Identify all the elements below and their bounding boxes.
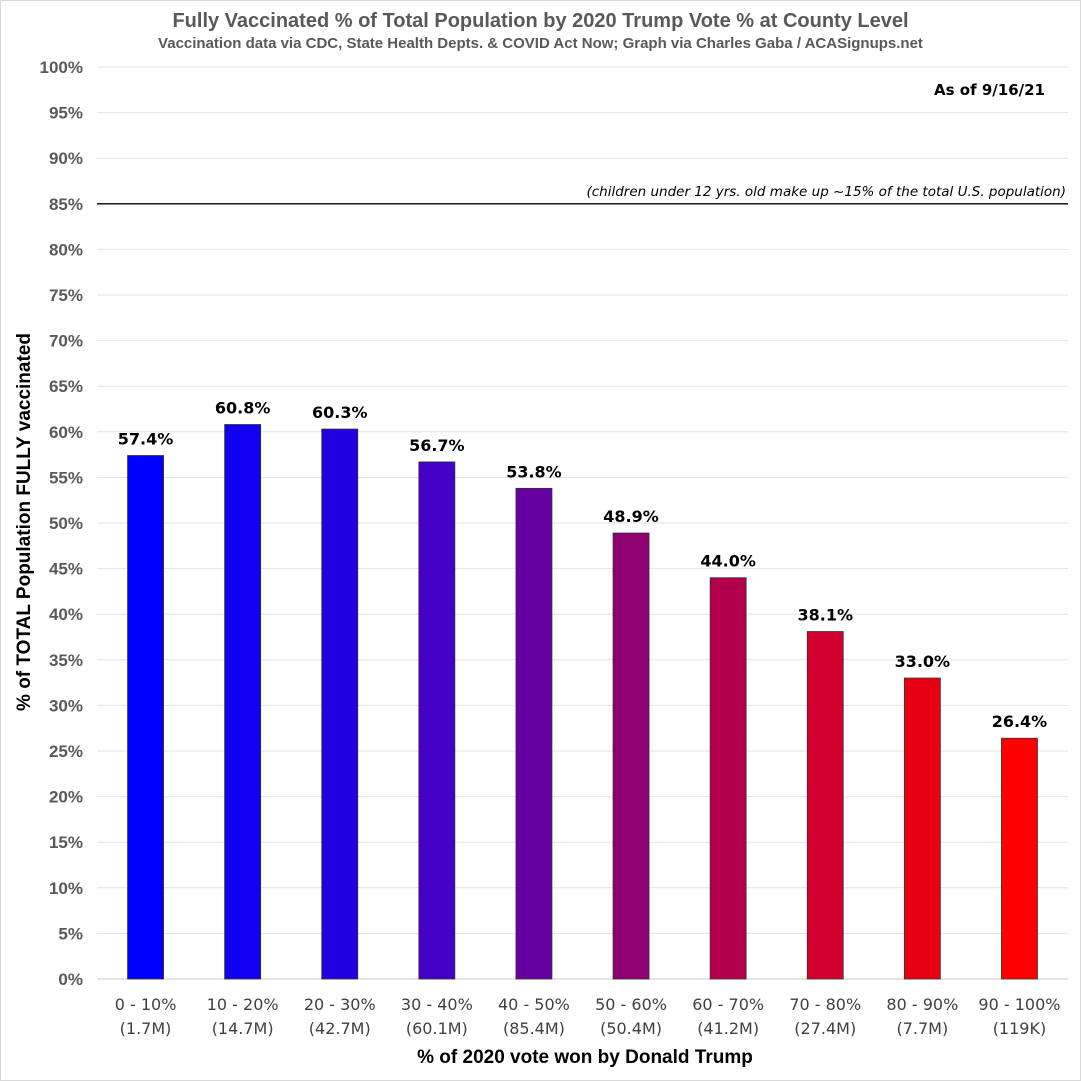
x-tick-population: (7.7M) <box>896 1019 948 1038</box>
y-tick-label: 30% <box>49 696 83 715</box>
bar <box>418 461 456 980</box>
y-tick-label: 5% <box>58 924 83 943</box>
x-tick-label: 10 - 20% <box>207 995 279 1014</box>
x-tick-population: (119K) <box>993 1019 1047 1038</box>
x-tick-population: (41.2M) <box>697 1019 759 1038</box>
y-tick-label: 45% <box>49 560 83 579</box>
y-tick-label: 80% <box>49 240 83 259</box>
data-label: 44.0% <box>700 552 756 571</box>
bar <box>515 487 553 980</box>
x-tick-population: (42.7M) <box>309 1019 371 1038</box>
y-axis-ticks: 0% 5% 10% 15% 20% 25% 30% 35% 40% 45% 50% 55% 60% 65%… <box>40 58 83 989</box>
x-tick-label: 70 - 80% <box>789 995 861 1014</box>
y-tick-label: 70% <box>49 332 83 351</box>
x-tick-population: (14.7M) <box>212 1019 274 1038</box>
reference-line-note: (children under 12 yrs. old make up ~15%… <box>586 184 1066 200</box>
x-axis-title: % of 2020 vote won by Donald Trump <box>417 1047 753 1068</box>
data-label: 56.7% <box>409 436 465 455</box>
x-tick-label: 80 - 90% <box>886 995 958 1014</box>
data-label: 60.3% <box>312 403 368 422</box>
y-tick-label: 50% <box>49 514 83 533</box>
data-label: 33.0% <box>895 652 951 671</box>
x-tick-label: 30 - 40% <box>401 995 473 1014</box>
x-tick-population: (27.4M) <box>794 1019 856 1038</box>
bar <box>612 532 650 980</box>
y-tick-label: 25% <box>49 742 83 761</box>
y-tick-label: 90% <box>49 149 83 168</box>
y-axis-title: % of TOTAL Population FULLY vaccinated <box>14 333 35 711</box>
x-tick-population: (85.4M) <box>503 1019 565 1038</box>
y-tick-label: 15% <box>49 833 83 852</box>
x-tick-population: (60.1M) <box>406 1019 468 1038</box>
y-tick-label: 20% <box>49 788 83 807</box>
x-tick-label: 90 - 100% <box>978 995 1060 1014</box>
data-labels: 57.4% 60.8% 60.3% 56.7% 53.8% 48.9% 44.0% 38.1%… <box>118 399 1047 732</box>
data-label: 53.8% <box>506 462 562 481</box>
x-tick-label: 40 - 50% <box>498 995 570 1014</box>
bar <box>1001 737 1038 980</box>
data-label: 60.8% <box>215 399 271 418</box>
y-tick-label: 0% <box>58 970 83 989</box>
bar <box>806 631 844 980</box>
y-tick-label: 60% <box>49 423 83 442</box>
y-tick-label: 75% <box>49 286 83 305</box>
y-tick-label: 35% <box>49 651 83 670</box>
y-tick-label: 100% <box>40 58 83 77</box>
x-tick-label: 60 - 70% <box>692 995 764 1014</box>
y-tick-label: 10% <box>49 879 83 898</box>
bar <box>903 677 941 980</box>
as-of-date: As of 9/16/21 <box>934 81 1045 99</box>
data-label: 38.1% <box>797 606 853 625</box>
y-tick-label: 85% <box>49 195 83 214</box>
bars <box>127 424 1038 980</box>
bar <box>709 577 747 980</box>
data-label: 26.4% <box>992 712 1048 731</box>
chart-title: Fully Vaccinated % of Total Population b… <box>172 10 909 32</box>
y-tick-label: 40% <box>49 605 83 624</box>
y-tick-label: 55% <box>49 468 83 487</box>
x-tick-population: (1.7M) <box>120 1019 172 1038</box>
bar <box>127 455 164 980</box>
bar <box>224 424 262 980</box>
x-tick-label: 50 - 60% <box>595 995 667 1014</box>
data-label: 57.4% <box>118 430 174 449</box>
y-tick-label: 95% <box>49 104 83 123</box>
x-tick-label: 20 - 30% <box>304 995 376 1014</box>
bar <box>321 428 359 980</box>
x-axis-ticks: 0 - 10% (1.7M) 10 - 20% (14.7M) 20 - 30% (42.… <box>115 995 1061 1038</box>
x-tick-population: (50.4M) <box>600 1019 662 1038</box>
chart-subtitle: Vaccination data via CDC, State Health D… <box>158 35 923 52</box>
x-tick-label: 0 - 10% <box>115 995 177 1014</box>
data-label: 48.9% <box>603 507 659 526</box>
y-tick-label: 65% <box>49 377 83 396</box>
